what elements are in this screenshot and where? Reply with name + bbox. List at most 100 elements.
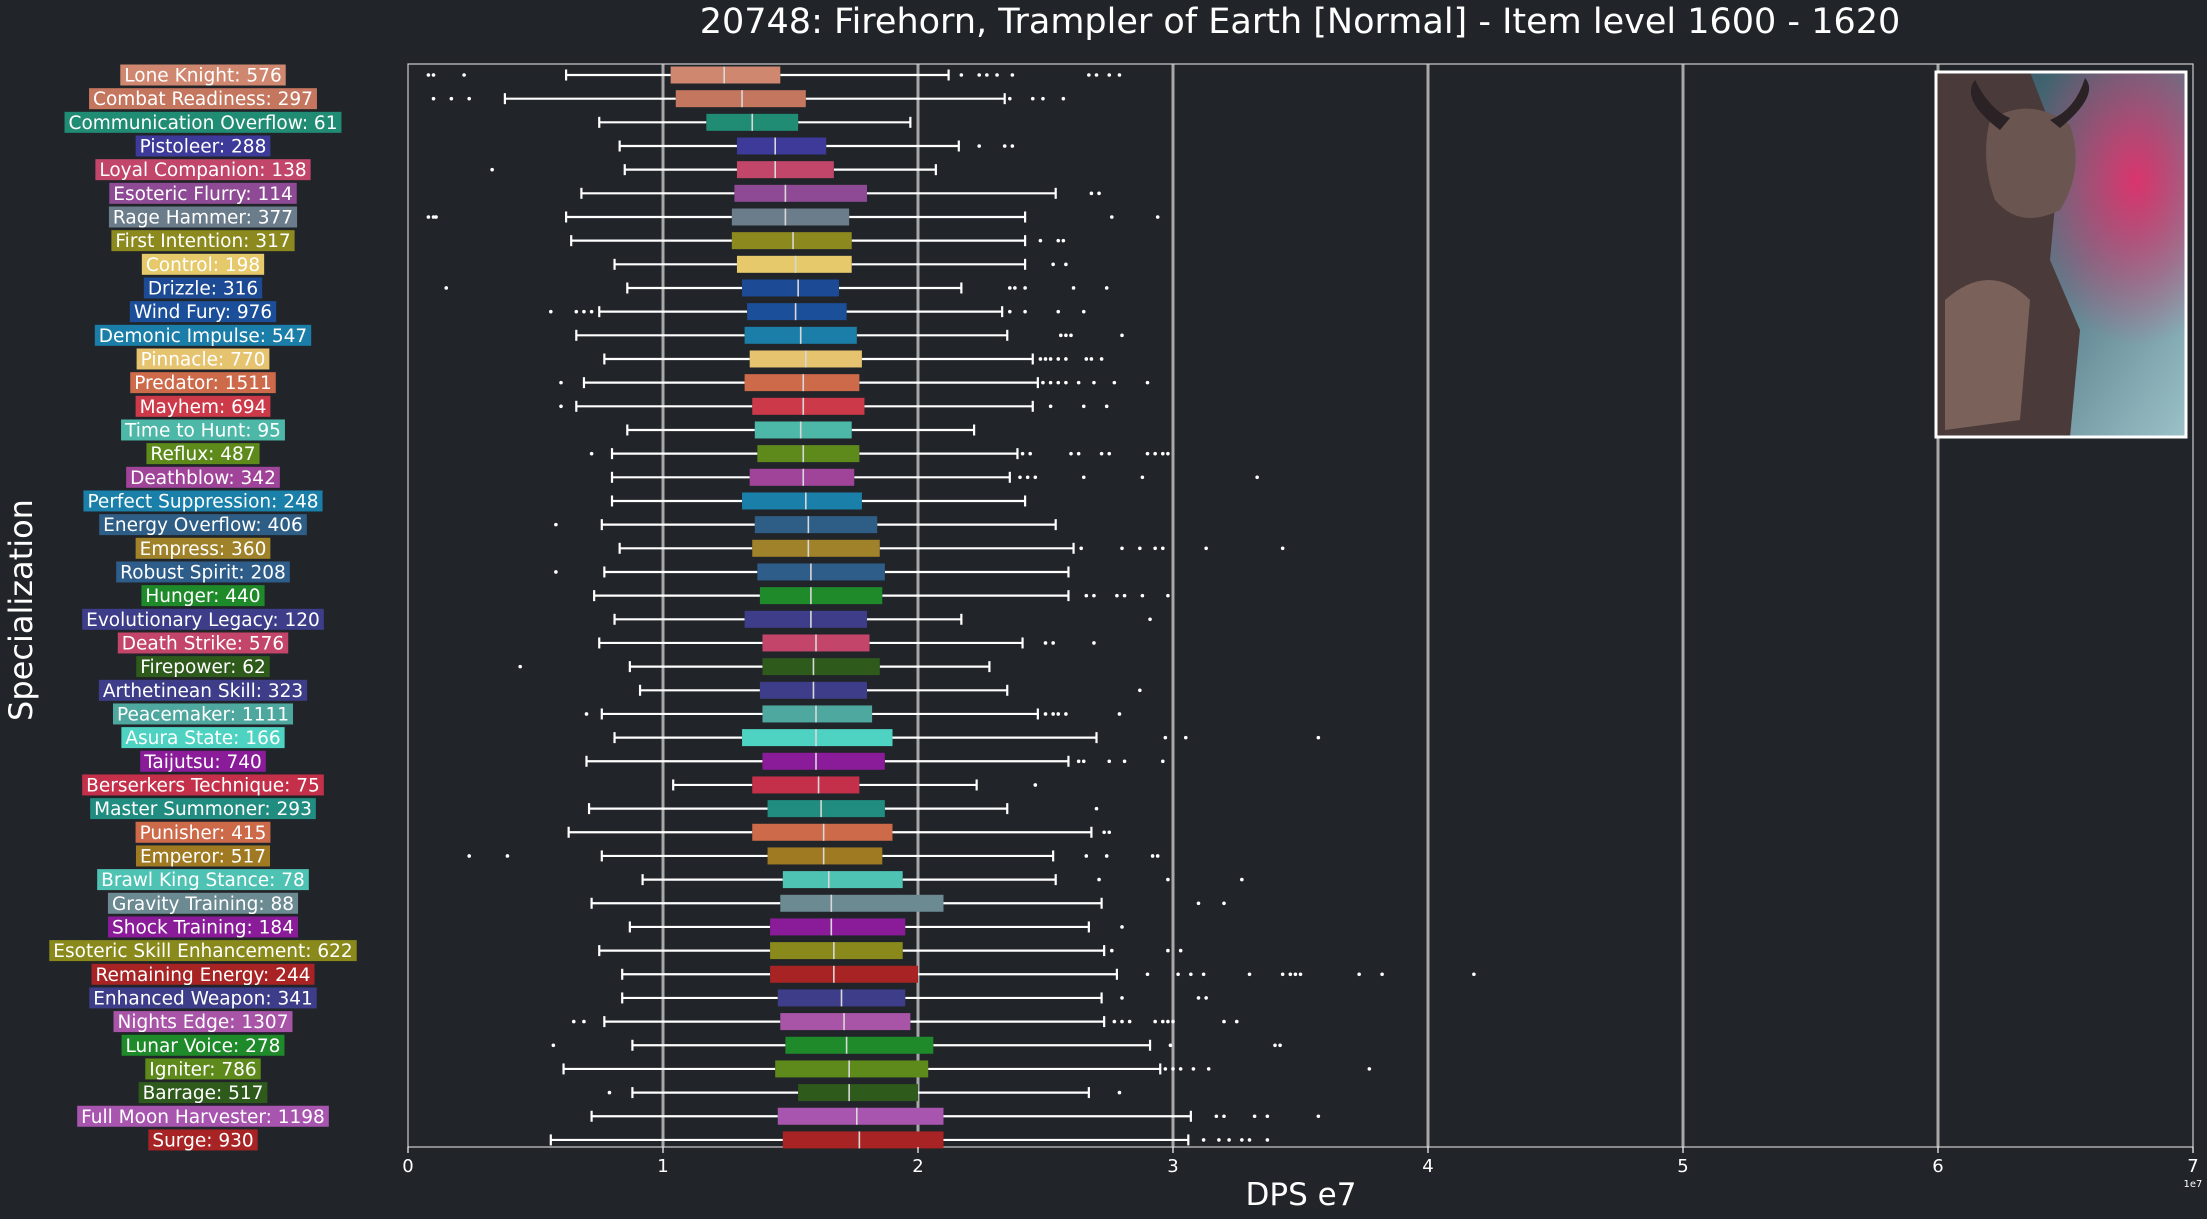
label-background xyxy=(136,348,270,370)
outlier-point xyxy=(1081,475,1086,480)
label-background xyxy=(141,253,265,275)
label-background xyxy=(49,940,357,962)
outlier-point xyxy=(1081,759,1086,764)
outlier-point xyxy=(1008,286,1012,290)
outlier-point xyxy=(1357,972,1361,977)
box xyxy=(777,1107,944,1125)
outlier-point xyxy=(1316,1114,1321,1119)
box-group xyxy=(571,1013,1239,1031)
specialization-label: Nights Edge: 1307 xyxy=(113,1011,293,1033)
outlier-point xyxy=(1247,972,1252,977)
label-text: Time to Hunt: 95 xyxy=(124,420,281,441)
box xyxy=(742,492,862,510)
specialization-label: Control: 198 xyxy=(141,253,265,276)
label-text: Evolutionary Legacy: 120 xyxy=(86,610,320,631)
outlier-point xyxy=(1084,854,1089,858)
box xyxy=(731,232,852,250)
label-text: Demonic Impulse: 547 xyxy=(99,326,307,347)
label-text: Remaining Energy: 244 xyxy=(96,965,311,986)
outlier-point xyxy=(1196,996,1201,1000)
outlier-point xyxy=(1380,972,1384,977)
specialization-label: Hunger: 440 xyxy=(141,585,265,607)
label-background xyxy=(136,656,270,678)
outlier-point xyxy=(607,1090,612,1095)
label-background xyxy=(90,798,316,820)
outlier-point xyxy=(1023,286,1027,290)
outlier-point xyxy=(1094,73,1099,77)
outlier-point xyxy=(1092,380,1096,385)
outlier-point xyxy=(1155,854,1160,858)
outlier-point xyxy=(1010,144,1015,148)
outlier-point xyxy=(1041,96,1045,101)
box-group xyxy=(598,942,1183,960)
outlier-point xyxy=(1196,901,1201,906)
outlier-point xyxy=(1140,593,1145,598)
outlier-point xyxy=(1051,641,1055,645)
box xyxy=(752,539,880,557)
label-text: Drizzle: 316 xyxy=(148,278,258,299)
box-group xyxy=(562,1060,1372,1078)
box-group xyxy=(590,894,1226,912)
outlier-point xyxy=(1120,925,1124,929)
box-group xyxy=(426,208,1160,226)
box xyxy=(780,1013,911,1031)
outlier-point xyxy=(1153,1019,1157,1024)
label-text: Combat Readiness: 297 xyxy=(93,89,313,110)
box xyxy=(747,303,847,321)
outlier-point xyxy=(1089,357,1094,361)
outlier-point xyxy=(1191,1067,1196,1071)
outlier-point xyxy=(1020,451,1025,456)
specialization-label: Robust Spirit: 208 xyxy=(116,561,290,583)
label-text: Deathblow: 342 xyxy=(130,468,276,489)
box-group xyxy=(621,965,1476,983)
outlier-point xyxy=(584,712,589,716)
outlier-point xyxy=(1008,96,1012,101)
label-text: Asura State: 166 xyxy=(125,728,280,749)
outlier-point xyxy=(518,664,522,669)
label-text: Full Moon Harvester: 1198 xyxy=(81,1107,325,1128)
outlier-point xyxy=(449,96,454,101)
outlier-point xyxy=(1013,286,1017,290)
label-background xyxy=(64,111,342,133)
label-background xyxy=(129,301,277,323)
box xyxy=(736,137,827,155)
box-group xyxy=(554,516,1057,534)
outlier-point xyxy=(1097,877,1101,882)
label-background xyxy=(116,561,290,583)
outlier-point xyxy=(1051,712,1055,716)
box-group xyxy=(598,113,912,131)
specialization-label: Rage Hammer: 377 xyxy=(108,206,298,228)
box-group xyxy=(431,90,1066,108)
specialization-label: Master Summoner: 293 xyxy=(90,798,316,820)
label-background xyxy=(145,1058,261,1080)
box xyxy=(731,208,850,226)
box xyxy=(675,90,806,108)
outlier-point xyxy=(1076,380,1081,385)
label-background xyxy=(135,845,271,867)
outlier-point xyxy=(1107,73,1112,77)
outlier-point xyxy=(1038,357,1043,361)
outlier-point xyxy=(426,215,431,219)
box-group xyxy=(575,326,1124,344)
outlier-point xyxy=(1176,972,1180,977)
specialization-label: Arthetinean Skill: 323 xyxy=(98,679,308,702)
label-background xyxy=(117,632,289,654)
outlier-point xyxy=(1168,1043,1173,1048)
box-group xyxy=(603,350,1104,368)
box xyxy=(780,894,944,912)
label-background xyxy=(140,750,266,772)
outlier-point xyxy=(977,73,981,77)
specialization-label: Death Strike: 576 xyxy=(117,632,289,654)
label-background xyxy=(77,1105,329,1127)
label-background xyxy=(89,987,317,1009)
box-group xyxy=(672,776,1038,794)
outlier-point xyxy=(554,570,558,574)
grid-lines xyxy=(661,64,1940,1147)
specialization-label: Punisher: 415 xyxy=(135,821,271,844)
outlier-point xyxy=(1064,262,1068,267)
outlier-point xyxy=(1048,404,1053,409)
label-background xyxy=(120,64,286,86)
specialization-label: First Intention: 317 xyxy=(111,230,295,252)
outlier-point xyxy=(462,73,466,77)
specialization-label: Demonic Impulse: 547 xyxy=(94,324,312,347)
